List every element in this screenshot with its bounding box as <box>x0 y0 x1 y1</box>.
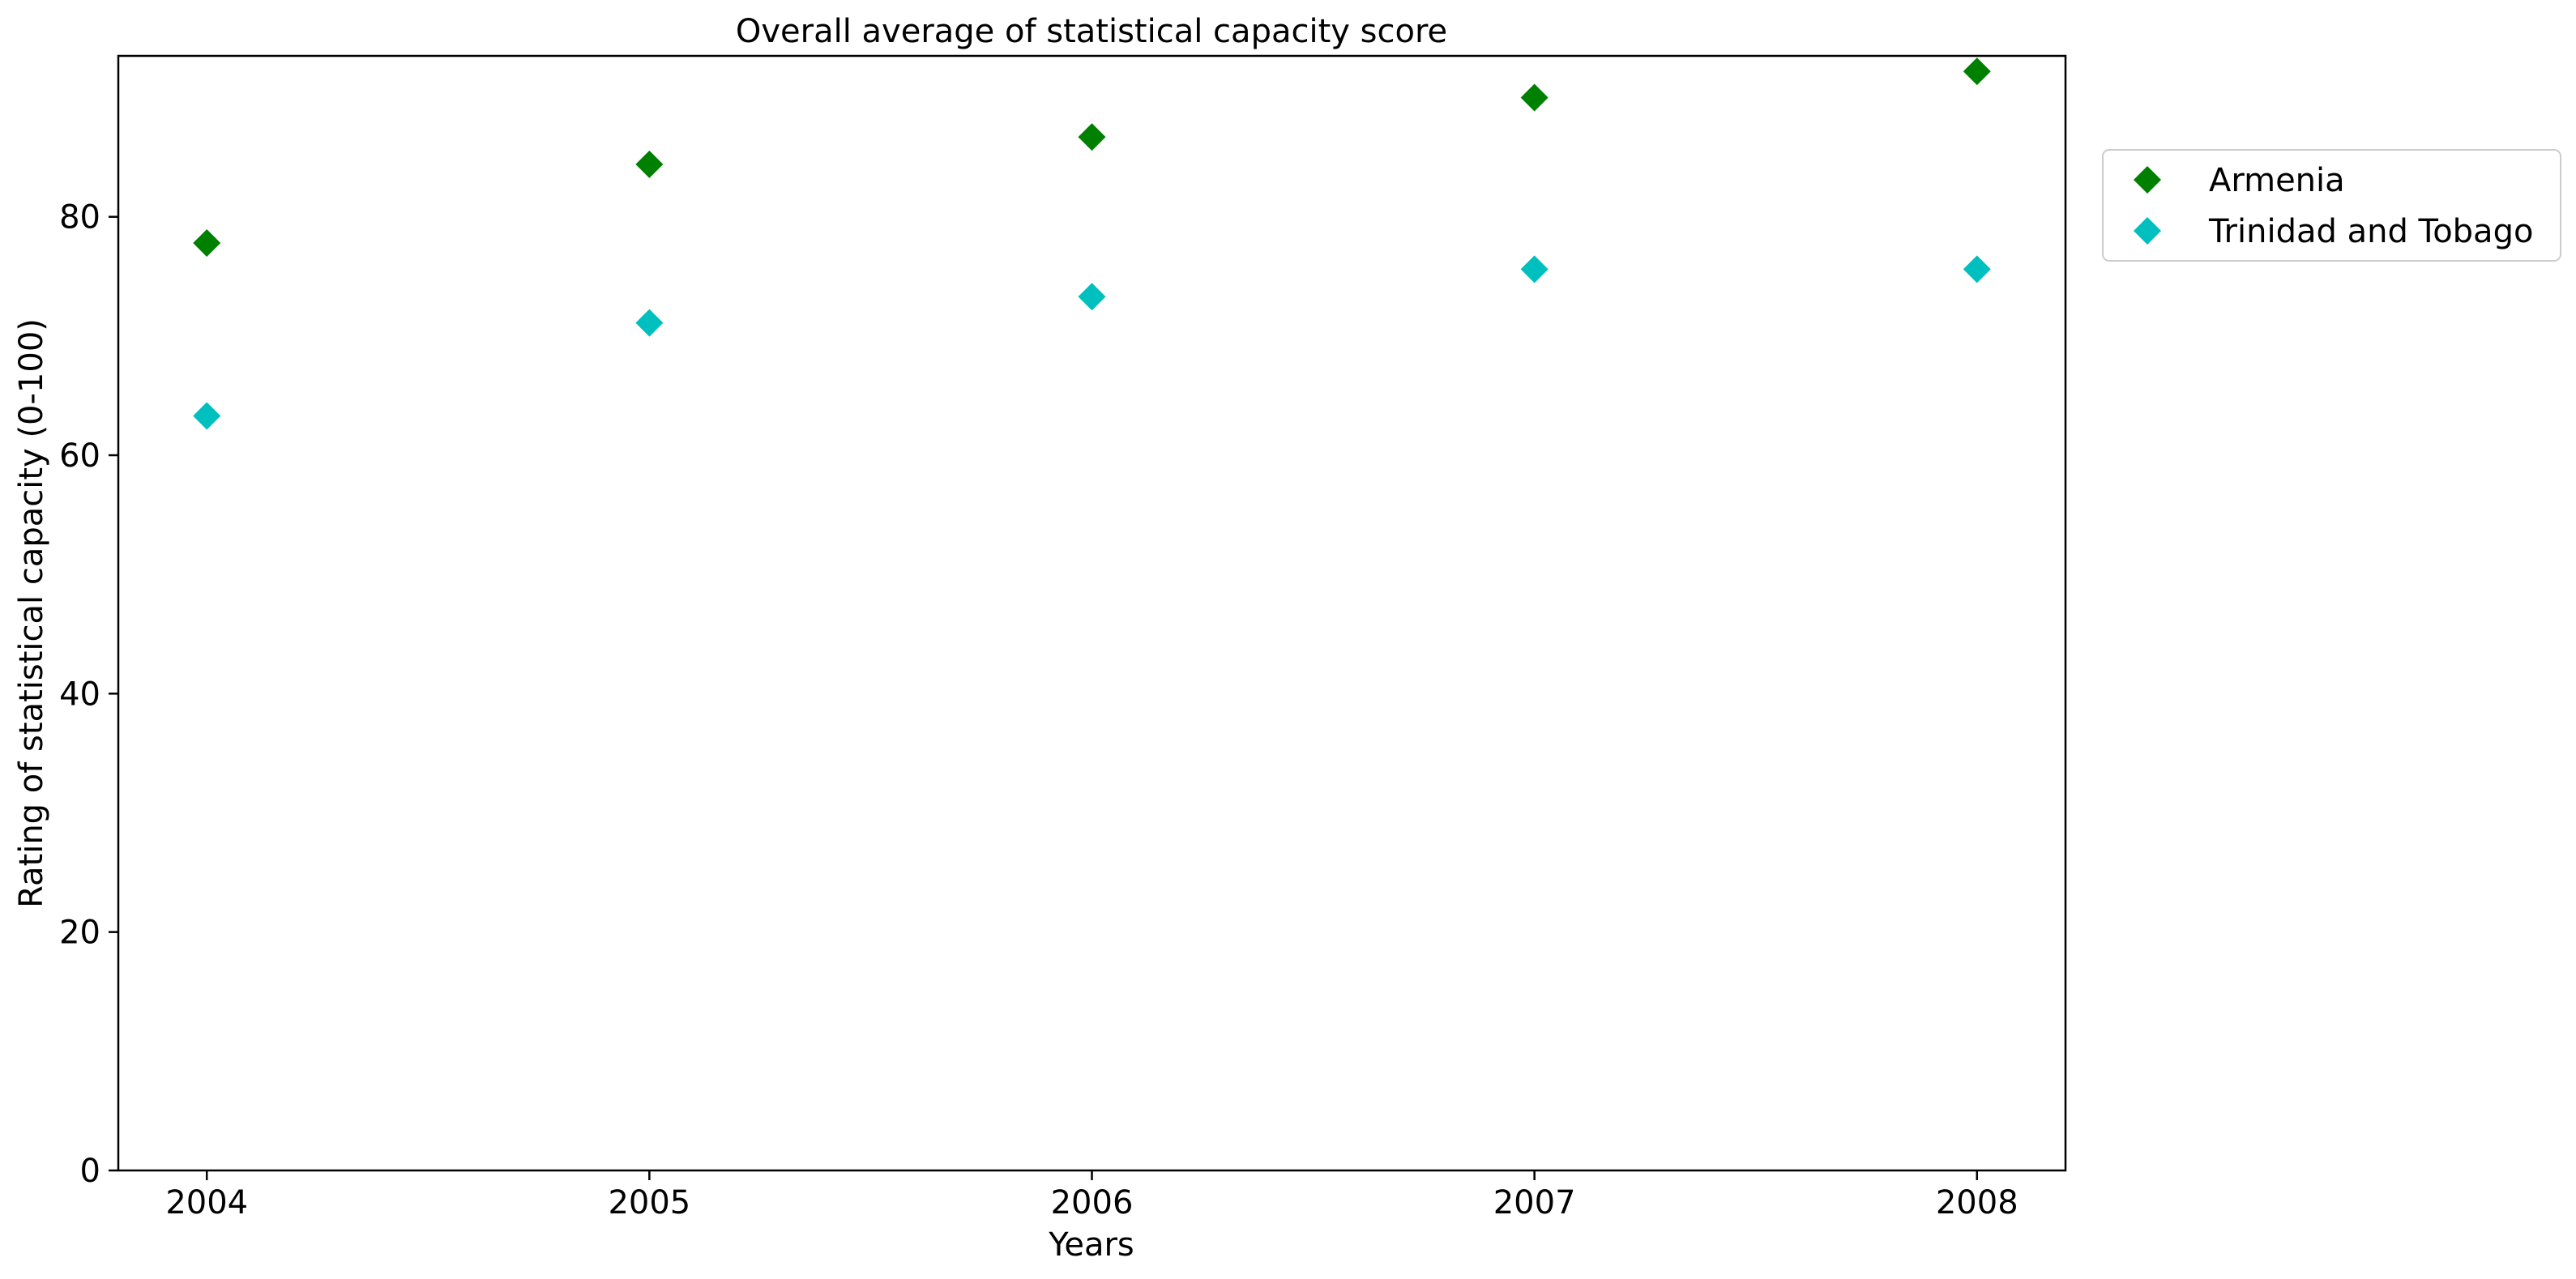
point-trinidad-and-tobago <box>193 402 221 430</box>
point-armenia <box>1963 58 1991 86</box>
x-axis-title: Years <box>1048 1226 1134 1264</box>
data-markers <box>193 58 1991 430</box>
legend-marker-trinidad-and-tobago <box>2134 217 2161 245</box>
x-tick-label: 2004 <box>165 1184 248 1221</box>
legend-label-trinidad-and-tobago: Trinidad and Tobago <box>2208 213 2533 250</box>
point-armenia <box>1078 123 1106 151</box>
y-axis-title: Rating of statistical capacity (0-100) <box>13 318 50 908</box>
legend-marker-armenia <box>2134 166 2161 194</box>
legend-entries: Armenia Trinidad and Tobago <box>2134 162 2533 250</box>
y-axis: 0 20 40 60 80 <box>59 199 118 1190</box>
y-tick-label: 40 <box>59 676 100 713</box>
x-tick-label: 2007 <box>1493 1184 1576 1221</box>
legend: Armenia Trinidad and Tobago <box>2102 149 2561 262</box>
legend-label-armenia: Armenia <box>2209 162 2345 199</box>
legend-box <box>2102 149 2561 262</box>
y-tick-label: 60 <box>59 437 100 475</box>
point-trinidad-and-tobago <box>1520 255 1549 284</box>
x-tick-label: 2008 <box>1936 1184 2019 1221</box>
y-tick-label: 0 <box>80 1153 100 1190</box>
y-tick-label: 20 <box>59 914 100 952</box>
point-armenia <box>1520 83 1549 112</box>
chart-title: Overall average of statistical capacity … <box>736 13 1447 50</box>
point-trinidad-and-tobago <box>1078 283 1106 311</box>
x-tick-label: 2005 <box>608 1184 690 1221</box>
x-axis: 2004 2005 2006 2007 2008 <box>165 1170 2019 1221</box>
point-trinidad-and-tobago <box>635 309 664 337</box>
y-tick-label: 80 <box>59 199 100 237</box>
x-tick-label: 2006 <box>1051 1184 1134 1221</box>
point-armenia <box>193 229 221 258</box>
point-trinidad-and-tobago <box>1963 255 1991 284</box>
point-armenia <box>635 150 664 178</box>
